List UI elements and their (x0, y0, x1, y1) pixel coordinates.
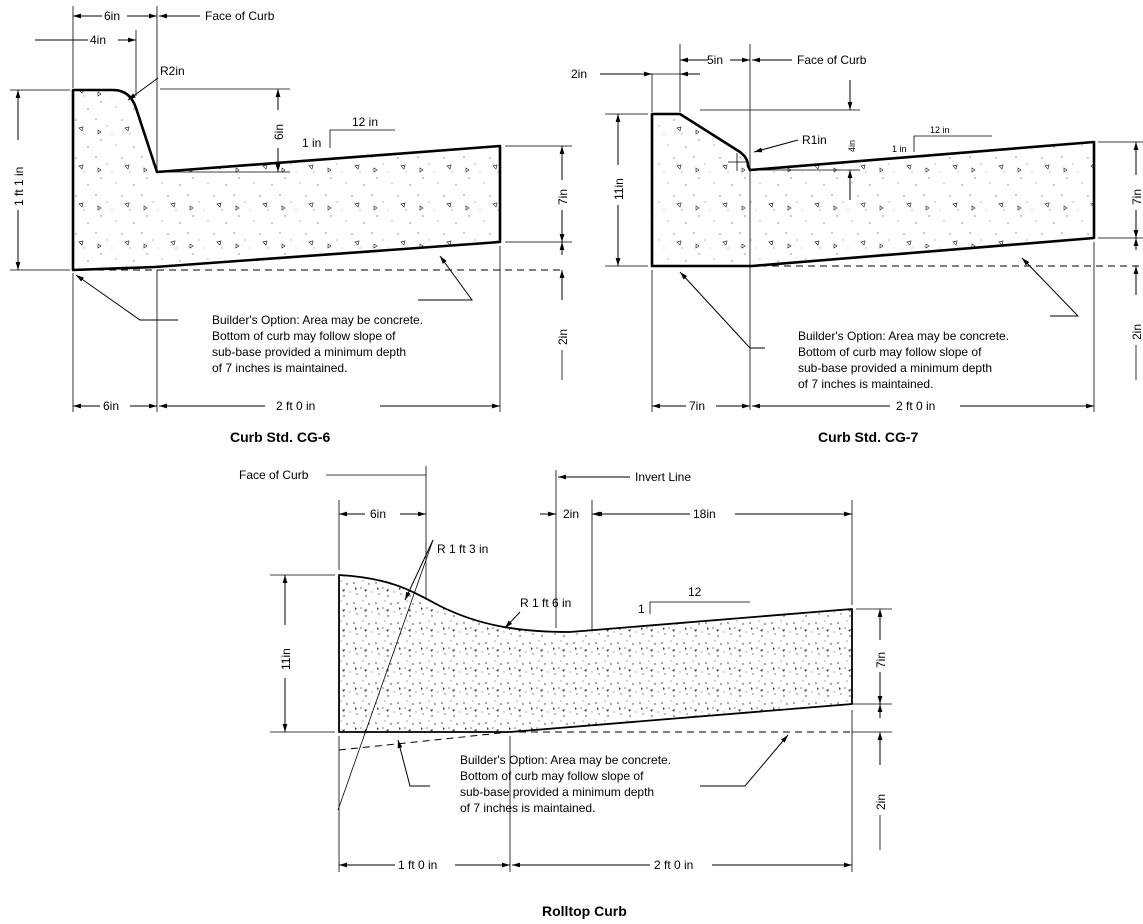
rolltop-title: Rolltop Curb (542, 903, 627, 919)
cg7-radius: R1in (802, 133, 827, 147)
cg6-title: Curb Std. CG-6 (230, 429, 331, 445)
rolltop-face-of-curb: Face of Curb (239, 468, 309, 482)
cg7-note: Builder's Option: Area may be concrete. … (798, 329, 1009, 391)
cg7-slope-run: 12 in (930, 125, 950, 135)
rolltop-dim-6in: 6in (370, 507, 386, 521)
rolltop-radius-1: R 1 ft 3 in (437, 542, 488, 556)
cg6-dim-6in-vertical: 6in (272, 124, 286, 140)
rolltop-note: Builder's Option: Area may be concrete. … (460, 753, 671, 815)
cg6-note-line-2: Bottom of curb may follow slope of (212, 329, 396, 343)
cg6-note-line-1: Builder's Option: Area may be concrete. (212, 313, 423, 327)
cg6-option-line (72, 266, 156, 271)
cg6-note-line-3: sub-base provided a minimum depth (212, 345, 406, 359)
cg6-height-total: 1 ft 1 in (12, 167, 26, 206)
cg6-bottom-left: 6in (103, 399, 119, 413)
cg6-face-of-curb: Face of Curb (205, 9, 275, 23)
cg7-dim-5in: 5in (707, 53, 723, 67)
cg6-slope-run: 12 in (352, 115, 378, 129)
cg7-dim-4in-vertical: 4in (847, 140, 857, 152)
cg7-slope-rise: 1 in (892, 144, 907, 154)
rolltop-slope-rise: 1 (638, 602, 645, 616)
rolltop-bottom-left: 1 ft 0 in (398, 858, 437, 872)
cg7-face-of-curb: Face of Curb (797, 53, 867, 67)
rolltop-note-line-4: of 7 inches is maintained. (460, 801, 595, 815)
cg6-detail: 6in Face of Curb 4in R2in 6in 1 in 12 in… (10, 6, 572, 445)
cg6-radius: R2in (160, 64, 185, 78)
rolltop-curb-outline (338, 574, 853, 733)
cg6-bottom-right: 2 ft 0 in (276, 399, 315, 413)
rolltop-detail: Face of Curb Invert Line 6in 2in 18in R … (239, 466, 892, 919)
rolltop-slope-run: 12 (688, 585, 702, 599)
rolltop-invert-line: Invert Line (635, 470, 691, 484)
cg7-note-line-4: of 7 inches is maintained. (798, 377, 933, 391)
cg7-dim-2in: 2in (571, 67, 587, 81)
cg7-curb-outline (650, 112, 1096, 268)
cg7-height-total: 11in (612, 178, 626, 200)
rolltop-height-total: 11in (279, 648, 293, 670)
cg6-slope-rise: 1 in (302, 136, 321, 150)
cg7-title: Curb Std. CG-7 (818, 429, 919, 445)
cg6-curb-outline (71, 88, 502, 272)
cg7-bottom-left: 7in (689, 399, 705, 413)
cg7-detail: 5in Face of Curb 2in R1in 4in 1 in 12 in… (571, 44, 1143, 445)
rolltop-dim-18in: 18in (693, 507, 716, 521)
cg6-subbase: 2in (556, 329, 570, 345)
rolltop-bottom-right: 2 ft 0 in (654, 858, 693, 872)
cg6-dim-4in: 4in (90, 33, 106, 47)
cg7-height-right: 7in (1130, 189, 1143, 205)
cg6-note-line-4: of 7 inches is maintained. (212, 361, 347, 375)
rolltop-height-right: 7in (874, 652, 888, 668)
rolltop-note-line-3: sub-base provided a minimum depth (460, 785, 654, 799)
rolltop-radius-2: R 1 ft 6 in (520, 596, 571, 610)
cg6-dim-6in: 6in (104, 9, 120, 23)
cg7-note-line-3: sub-base provided a minimum depth (798, 361, 992, 375)
rolltop-option-line (338, 731, 511, 751)
cg7-note-line-1: Builder's Option: Area may be concrete. (798, 329, 1009, 343)
rolltop-subbase: 2in (874, 794, 888, 810)
cg6-note: Builder's Option: Area may be concrete. … (212, 313, 423, 375)
cg7-note-line-2: Bottom of curb may follow slope of (798, 345, 982, 359)
rolltop-note-line-1: Builder's Option: Area may be concrete. (460, 753, 671, 767)
cg6-height-right: 7in (556, 189, 570, 205)
rolltop-note-line-2: Bottom of curb may follow slope of (460, 769, 644, 783)
rolltop-dim-2in: 2in (563, 507, 579, 521)
cg7-subbase: 2in (1130, 324, 1143, 340)
cg7-bottom-right: 2 ft 0 in (896, 399, 935, 413)
